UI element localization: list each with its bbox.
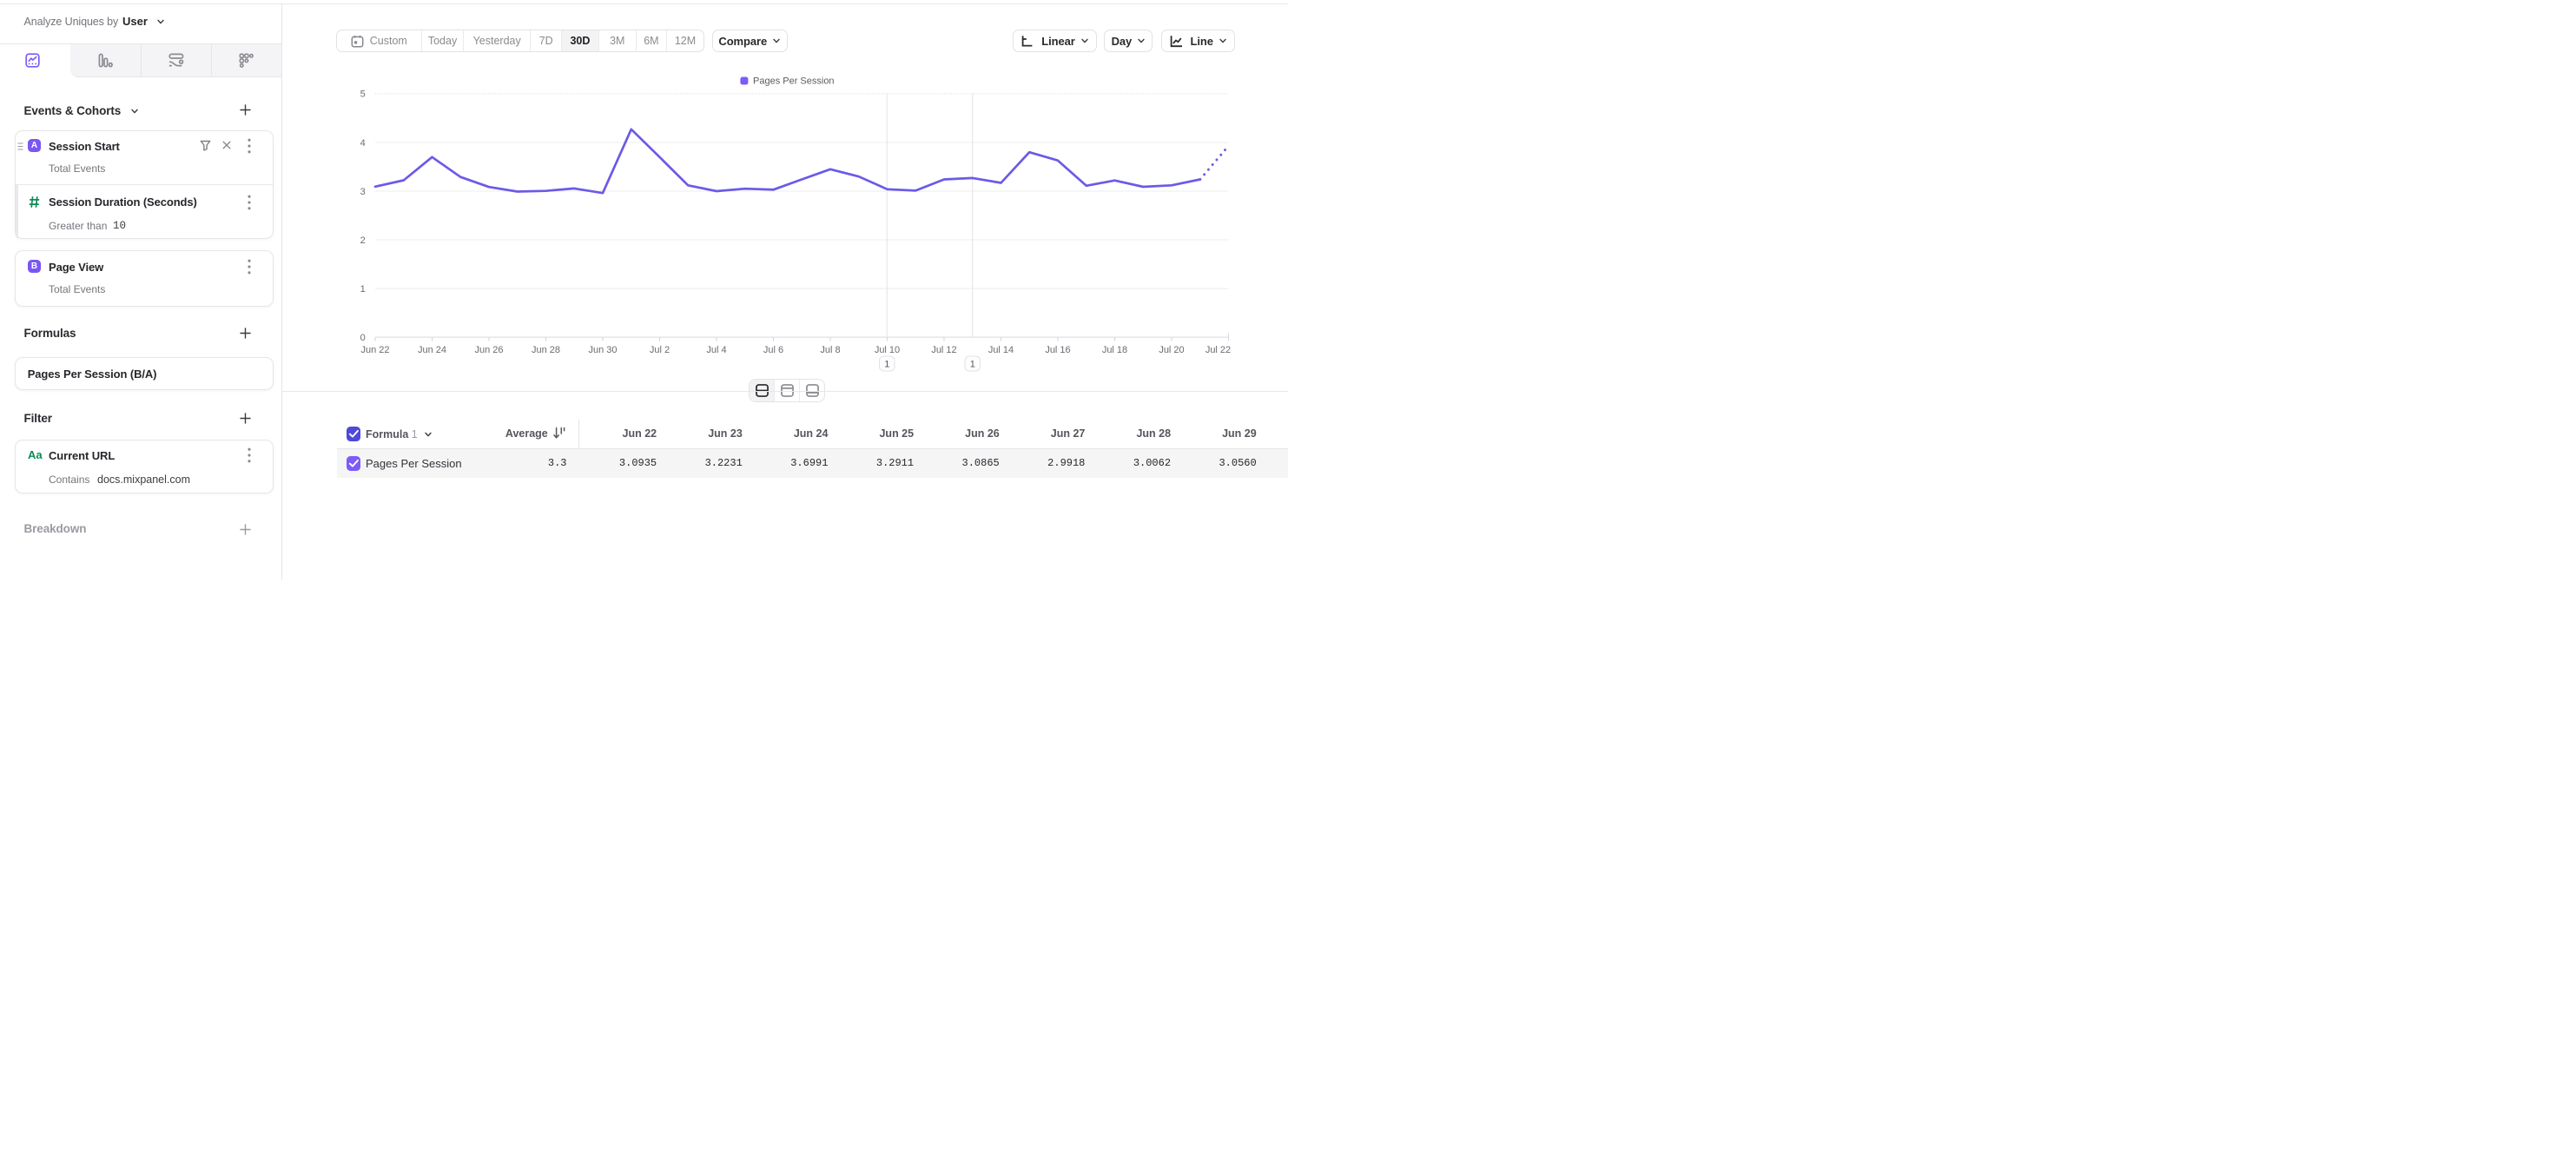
svg-text:0: 0 [360, 333, 366, 343]
svg-text:Jul 10: Jul 10 [875, 345, 900, 355]
svg-text:1: 1 [360, 284, 366, 295]
svg-text:Jun 30: Jun 30 [588, 345, 617, 355]
svg-text:Jul 18: Jul 18 [1102, 345, 1127, 355]
svg-text:Jul 8: Jul 8 [820, 345, 840, 355]
svg-text:Pages Per Session: Pages Per Session [753, 76, 835, 87]
svg-text:5: 5 [360, 89, 366, 100]
svg-text:Jun 24: Jun 24 [418, 345, 446, 355]
svg-text:Jun 28: Jun 28 [532, 345, 560, 355]
svg-text:4: 4 [360, 138, 366, 149]
svg-text:Jul 20: Jul 20 [1159, 345, 1184, 355]
svg-text:Jun 22: Jun 22 [360, 345, 389, 355]
svg-text:3: 3 [360, 187, 366, 197]
svg-text:Jul 4: Jul 4 [706, 345, 726, 355]
svg-text:Jul 6: Jul 6 [763, 345, 783, 355]
svg-text:Jun 26: Jun 26 [474, 345, 503, 355]
svg-text:Jul 14: Jul 14 [988, 345, 1014, 355]
svg-text:Jul 2: Jul 2 [650, 345, 670, 355]
svg-text:Jul 12: Jul 12 [931, 345, 956, 355]
svg-text:Jul 16: Jul 16 [1045, 345, 1070, 355]
svg-text:2: 2 [360, 235, 366, 246]
svg-text:1: 1 [970, 360, 975, 370]
svg-text:1: 1 [884, 360, 889, 370]
svg-text:Jul 22: Jul 22 [1205, 345, 1231, 355]
